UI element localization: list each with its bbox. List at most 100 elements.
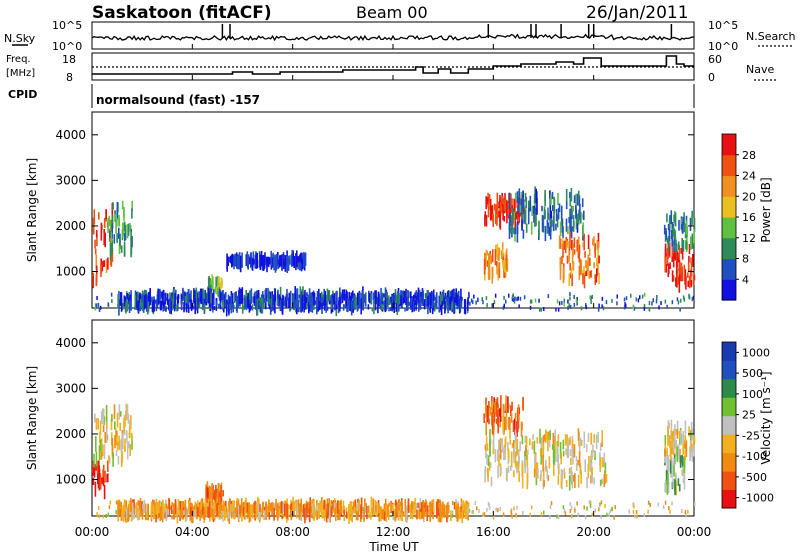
echo-speckle [664, 299, 667, 304]
echo-cell [667, 455, 670, 472]
echo-cell [163, 294, 166, 302]
echo-cell [500, 438, 503, 445]
echo-cell [569, 263, 571, 271]
echo-speckle [575, 298, 578, 303]
echo-cell [398, 509, 400, 521]
echo-speckle [590, 296, 592, 301]
echo-speckle [478, 509, 480, 513]
echo-cell [419, 296, 422, 303]
echo-cell [278, 295, 280, 307]
echo-cell [205, 486, 208, 503]
echo-cell [552, 432, 555, 446]
echo-cell [573, 444, 576, 458]
echo-cell [129, 223, 131, 233]
echo-cell [180, 509, 182, 517]
echo-cell [679, 449, 681, 456]
echo-speckle [585, 303, 587, 308]
echo-cell [118, 214, 120, 227]
echo-cell [293, 501, 295, 514]
echo-cell [483, 258, 486, 275]
echo-cell [591, 468, 593, 475]
echo-cell [117, 455, 120, 465]
echo-cell [560, 205, 563, 219]
echo-cell [559, 442, 562, 459]
echo-cell [579, 462, 582, 475]
echo-cell [304, 252, 307, 266]
echo-cell [684, 420, 687, 435]
echo-speckle [540, 512, 543, 517]
echo-cell [222, 289, 224, 304]
echo-cell [554, 429, 556, 446]
echo-cell [450, 304, 453, 311]
echo-speckle [110, 292, 113, 297]
echo-cell [552, 205, 554, 211]
echo-cell [203, 291, 206, 298]
echo-cell [516, 211, 518, 220]
echo-cell [513, 470, 515, 478]
echo-cell [103, 416, 106, 425]
echo-cell [539, 474, 542, 482]
echo-cell [452, 292, 454, 306]
echo-cell [113, 404, 116, 420]
echo-speckle [556, 514, 558, 519]
echo-cell [422, 290, 424, 304]
echo-cell [375, 290, 377, 305]
echo-cell [485, 436, 488, 445]
echo-cell [568, 216, 570, 224]
echo-cell [187, 289, 190, 305]
echo-cell [440, 299, 443, 315]
echo-cell [562, 241, 564, 258]
colorbar-swatch [722, 452, 736, 472]
echo-cell [229, 504, 231, 517]
echo-cell [224, 292, 227, 308]
echo-cell [506, 258, 509, 272]
echo-cell [485, 249, 488, 267]
echo-cell [196, 508, 198, 520]
echo-cell [279, 502, 281, 514]
echo-cell [231, 510, 233, 519]
echo-cell [382, 508, 384, 520]
echo-cell [259, 298, 261, 307]
echo-cell [513, 227, 515, 235]
echo-cell [158, 501, 160, 514]
echo-cell [104, 232, 106, 248]
echo-cell [577, 428, 580, 441]
echo-cell [119, 509, 121, 515]
echo-cell [534, 213, 536, 227]
echo-cell [423, 507, 425, 515]
echo-speckle [584, 515, 587, 520]
echo-cell [293, 256, 295, 268]
echo-cell [263, 510, 266, 520]
echo-cell [665, 231, 668, 241]
echo-cell [677, 268, 679, 285]
echo-cell [669, 441, 672, 457]
echo-cell [274, 288, 276, 302]
echo-cell [440, 294, 442, 305]
echo-cell [508, 192, 511, 210]
echo-cell [236, 255, 238, 270]
echo-cell [147, 504, 149, 515]
echo-cell [173, 503, 175, 519]
echo-cell [516, 438, 519, 453]
echo-cell [291, 502, 293, 518]
echo-cell [292, 253, 295, 266]
echo-cell [551, 219, 553, 227]
echo-cell [578, 236, 580, 253]
colorbar-swatch [722, 397, 736, 417]
echo-speckle [512, 293, 514, 298]
echo-speckle [598, 303, 600, 308]
echo-cell [555, 223, 557, 231]
echo-cell [291, 249, 293, 267]
echo-cell [686, 241, 688, 251]
freq-tick-bottom: 8 [66, 71, 73, 84]
echo-cell [404, 499, 407, 514]
echo-cell [558, 203, 561, 212]
echo-cell [268, 511, 271, 520]
echo-cell [517, 197, 520, 211]
echo-cell [601, 441, 603, 447]
echo-cell [414, 292, 416, 299]
echo-speckle [549, 504, 552, 509]
echo-cell [545, 429, 547, 443]
colorbar-swatch [722, 134, 736, 156]
noise-spikes-trace [221, 24, 673, 38]
